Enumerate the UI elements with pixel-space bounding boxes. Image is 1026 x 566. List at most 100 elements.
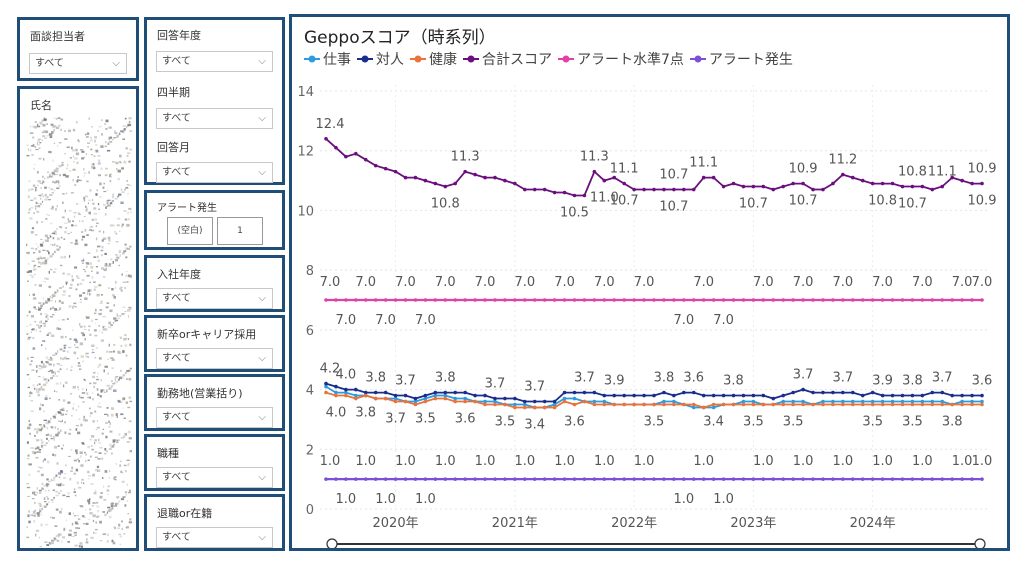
data-point [383,166,388,171]
noise-dot [52,435,55,439]
noise-dot [42,302,45,305]
interviewer-dropdown[interactable]: すべて ⌵ [29,53,127,74]
noise-dot [56,382,59,385]
noise-dot [91,218,95,221]
data-point [801,399,805,404]
noise-dot [66,146,70,149]
quarter-dropdown[interactable]: すべて ⌵ [156,108,273,129]
noise-dot [120,188,123,191]
legend-item-仕事[interactable]: 仕事 [304,49,351,69]
noise-dot [109,136,112,139]
noise-dot [86,392,89,395]
noise-dot [124,504,127,507]
noise-dot [103,369,105,373]
hire-year-dropdown[interactable]: すべて ⌵ [156,288,273,309]
blurred-name-list[interactable] [26,117,133,548]
legend-item-アラート発生[interactable]: アラート発生 [689,49,793,69]
noise-dot [108,126,112,129]
noise-dot [59,409,63,411]
noise-dot [105,127,108,130]
noise-dot [122,350,125,353]
data-point [731,298,736,302]
data-point [850,175,855,180]
noise-dot [55,300,56,303]
data-label: 4.0 [326,406,347,421]
noise-dot [114,132,118,135]
noise-dot [87,478,90,480]
data-point [940,298,945,302]
data-label: 1.0 [634,454,655,469]
data-label: 3.5 [495,415,516,430]
noise-dot [36,491,39,494]
hire-type-dropdown[interactable]: すべて ⌵ [156,348,273,369]
noise-dot [112,161,115,163]
noise-dot [55,508,59,511]
noise-dot [57,290,59,293]
noise-dot [68,305,72,308]
data-point [413,402,418,407]
noise-dot [47,176,50,179]
legend-item-アラート水準7点[interactable]: アラート水準7点 [558,49,684,69]
noise-dot [89,281,91,284]
series-アラート水準7点 [324,298,984,302]
data-point [930,477,935,481]
noise-dot [87,292,89,295]
legend-item-合計スコア[interactable]: 合計スコア [463,49,552,69]
noise-dot [28,473,31,476]
data-point [602,393,607,398]
noise-dot [87,445,91,449]
noise-dot [70,231,72,233]
job-type-dropdown[interactable]: すべて ⌵ [156,467,273,488]
noise-dot [95,237,98,241]
data-point [662,402,666,407]
noise-dot [60,335,64,339]
y-tick-label: 0 [306,503,314,518]
noise-dot [71,365,73,369]
noise-dot [43,325,46,327]
noise-dot [39,407,42,411]
noise-dot [106,489,110,492]
range-slider-end-handle[interactable] [974,538,986,548]
noise-dot [40,320,42,323]
legend-item-健康[interactable]: 健康 [410,49,457,69]
data-point [473,393,477,398]
noise-dot [80,423,83,427]
alert-option-1-button[interactable]: 1 [217,217,263,245]
noise-dot [26,326,29,327]
x-tick-label: 2022年 [611,516,657,531]
noise-dot [62,399,66,402]
range-slider-start-handle[interactable] [326,538,338,548]
noise-dot [98,357,102,360]
noise-dot [52,517,55,519]
slicer-work-location-label: 勤務地(営業括り) [157,387,243,400]
noise-dot [98,284,102,287]
data-label: 3.8 [723,374,744,389]
noise-dot [113,382,115,386]
slicer-status-label: 退職or在籍 [157,507,213,520]
status-dropdown[interactable]: すべて ⌵ [156,527,273,548]
data-label: 1.0 [673,492,694,507]
data-point [324,477,328,481]
alert-option-blank-button[interactable]: (空白) [167,217,213,245]
noise-dot [36,257,40,261]
noise-dot [98,363,102,367]
noise-dot [56,248,60,251]
legend-item-対人[interactable]: 対人 [357,49,404,69]
noise-dot [83,523,86,525]
work-location-dropdown[interactable]: すべて ⌵ [156,407,273,428]
noise-dot [56,327,59,330]
month-dropdown[interactable]: すべて ⌵ [156,162,273,183]
legend-marker-icon [463,55,479,63]
noise-dot [104,174,108,177]
noise-dot [48,186,50,189]
noise-dot [71,522,74,526]
noise-dot [36,384,38,386]
noise-dot [62,294,66,296]
data-label: 7.0 [833,275,854,290]
fiscal-year-dropdown[interactable]: すべて ⌵ [156,51,273,72]
data-point [532,187,537,192]
noise-dot [42,182,44,185]
noise-dot [102,276,106,278]
noise-dot [85,460,87,463]
data-point [970,393,974,398]
